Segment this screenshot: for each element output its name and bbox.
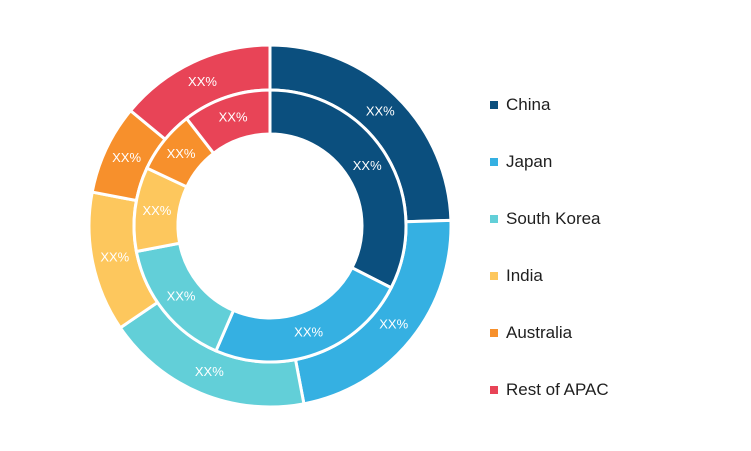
outer-label-japan: XX% <box>379 317 408 332</box>
inner-label-japan: XX% <box>294 325 323 340</box>
legend-label-australia: Australia <box>506 322 573 342</box>
outer-label-rest-of-apac: XX% <box>188 74 217 89</box>
inner-slice-rest-of-apac <box>184 88 272 156</box>
legend-swatch-japan <box>490 157 498 166</box>
legend-swatch-rest-of-apac <box>490 385 498 394</box>
legend-item-australia: Australia <box>490 304 609 361</box>
legend-label-india: India <box>506 265 543 285</box>
legend-label-south-korea: South Korea <box>506 208 601 228</box>
inner-slice-china <box>268 88 408 290</box>
inner-label-rest-of-apac: XX% <box>219 110 248 125</box>
outer-label-india: XX% <box>100 250 129 265</box>
inner-label-australia: XX% <box>167 146 196 161</box>
legend-swatch-india <box>490 271 498 280</box>
legend-label-japan: Japan <box>506 151 553 171</box>
legend-item-south-korea: South Korea <box>490 190 609 247</box>
legend-label-rest-of-apac: Rest of APAC <box>506 379 609 399</box>
legend-label-china: China <box>506 94 551 114</box>
legend-item-india: India <box>490 247 609 304</box>
legend-swatch-south-korea <box>490 214 498 223</box>
inner-label-south-korea: XX% <box>167 289 196 304</box>
inner-label-china: XX% <box>353 158 382 173</box>
legend-item-china: China <box>490 76 609 133</box>
legend-swatch-australia <box>490 328 498 337</box>
outer-label-australia: XX% <box>112 150 141 165</box>
legend-swatch-china <box>490 100 498 109</box>
outer-label-china: XX% <box>366 104 395 119</box>
inner-label-india: XX% <box>142 203 171 218</box>
legend-item-rest-of-apac: Rest of APAC <box>490 361 609 418</box>
legend-item-japan: Japan <box>490 133 609 190</box>
outer-label-south-korea: XX% <box>195 364 224 379</box>
legend: China Japan South Korea India Australia … <box>490 76 609 418</box>
